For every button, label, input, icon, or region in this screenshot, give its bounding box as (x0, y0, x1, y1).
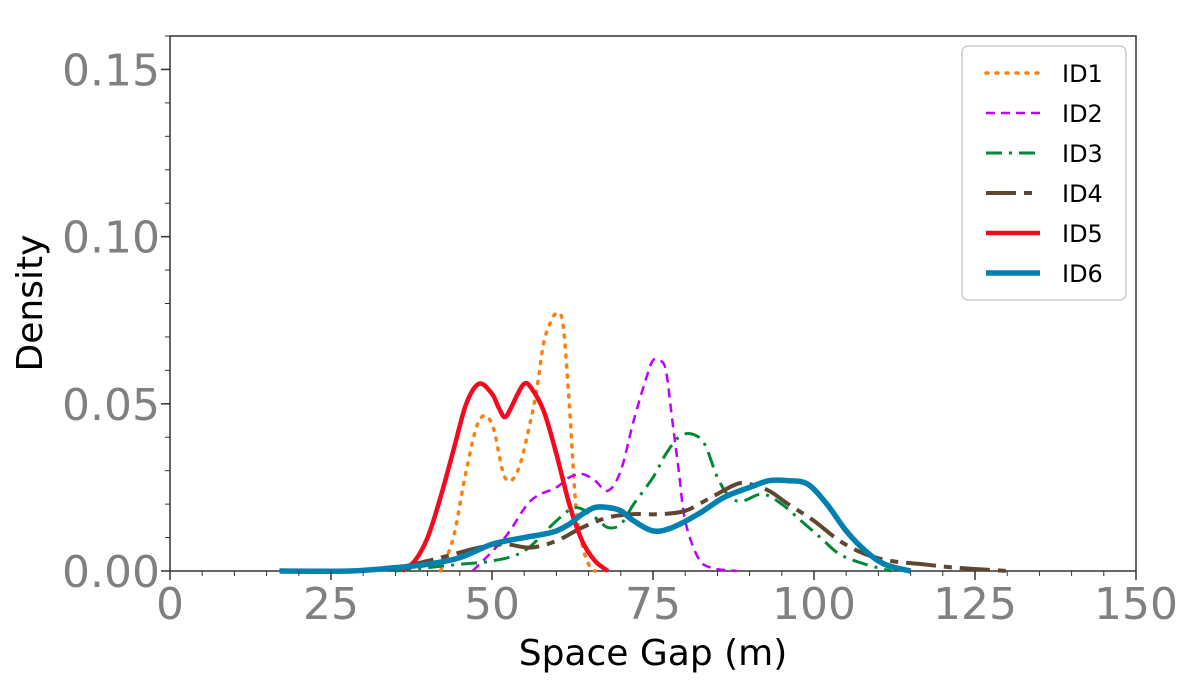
legend-label-id4: ID4 (1062, 180, 1103, 208)
series-group (279, 311, 1008, 574)
y-axis-title: Density (10, 235, 51, 372)
y-tick-label: 0.10 (62, 213, 160, 264)
legend-label-id2: ID2 (1062, 100, 1103, 128)
x-tick-label: 25 (303, 579, 359, 630)
x-tick-label: 125 (933, 579, 1017, 630)
series-line-id2 (471, 357, 737, 573)
legend-label-id3: ID3 (1062, 140, 1103, 168)
x-axis-title: Space Gap (m) (519, 633, 788, 674)
legend-frame (961, 45, 1127, 301)
y-tick-label: 0.05 (62, 380, 160, 431)
x-tick-label: 0 (156, 579, 184, 630)
y-tick-label: 0.00 (62, 547, 160, 598)
series-line-id5 (400, 380, 610, 573)
legend-label-id1: ID1 (1062, 60, 1103, 88)
x-tick-label: 150 (1094, 579, 1178, 630)
legend-label-id6: ID6 (1062, 260, 1103, 288)
legend: ID1 ID2 ID3 ID4 ID5 ID6 (961, 45, 1127, 301)
series-line-id1 (438, 311, 597, 573)
y-tick-label: 0.15 (62, 45, 160, 96)
x-tick-label: 50 (464, 579, 520, 630)
x-axis: 0 25 50 75 100 125 150 (156, 571, 1178, 630)
y-axis: 0.00 0.05 0.10 0.15 (62, 35, 170, 598)
x-tick-label: 75 (625, 579, 681, 630)
series-line-id6 (279, 477, 912, 574)
x-tick-label: 100 (772, 579, 856, 630)
series-line-id3 (395, 431, 892, 573)
legend-label-id5: ID5 (1062, 220, 1103, 248)
